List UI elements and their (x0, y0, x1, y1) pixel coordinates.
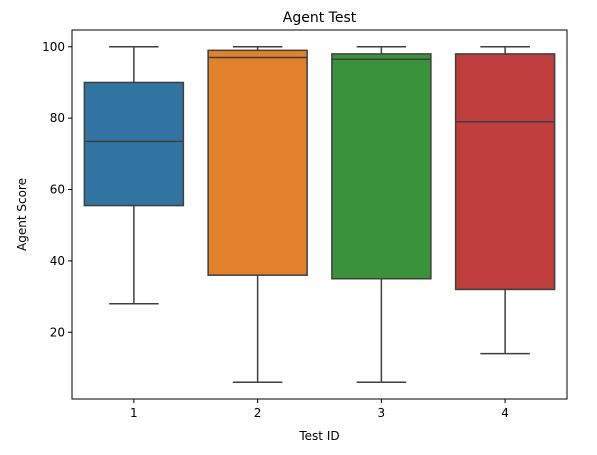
ticks-layer: 20 40 60 80 100 1 2 3 4 (42, 40, 509, 420)
box-group-4 (454, 46, 556, 355)
x-axis-label: Test ID (298, 429, 339, 443)
iqr-box (454, 53, 556, 291)
iqr-box (83, 81, 185, 207)
y-tick-label: 20 (50, 325, 65, 339)
y-tick-label: 40 (50, 254, 65, 268)
chart-title: Agent Test (283, 10, 357, 26)
x-tick-label: 1 (130, 406, 138, 420)
box-group-1 (83, 46, 185, 305)
x-tick-label: 4 (501, 406, 509, 420)
boxes-layer (83, 46, 556, 383)
x-tick-label: 2 (254, 406, 262, 420)
iqr-box (331, 53, 432, 280)
plot-frame (71, 29, 568, 400)
y-tick-label: 80 (50, 111, 65, 125)
box-group-3 (331, 46, 432, 383)
iqr-box (207, 49, 308, 276)
y-tick-label: 60 (50, 183, 65, 197)
box-group-2 (207, 46, 308, 383)
x-tick-label: 3 (378, 406, 386, 420)
y-axis-label: Agent Score (15, 178, 29, 251)
y-tick-label: 100 (42, 40, 65, 54)
